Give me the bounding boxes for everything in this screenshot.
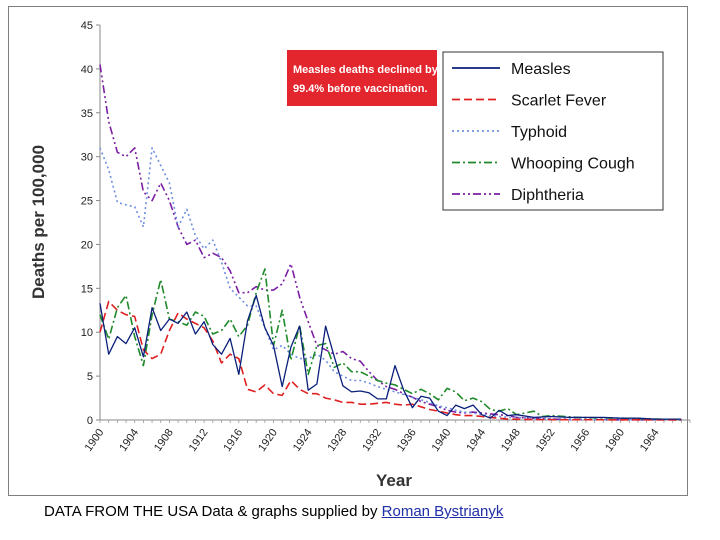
annotation-text-line-1: Measles deaths declined by: [293, 64, 439, 76]
x-tick-label: 1920: [256, 427, 280, 454]
legend-box: [442, 51, 664, 211]
footer: DATA FROM THE USA Data & graphs supplied…: [44, 503, 503, 520]
x-tick-label: 1948: [499, 427, 523, 454]
x-tick-label: 1908: [152, 427, 176, 454]
x-tick-label: 1924: [291, 427, 315, 454]
series-layer: [99, 64, 682, 421]
chart-frame: [8, 6, 688, 496]
x-tick-label: 1928: [326, 427, 350, 454]
x-axis-title: Year: [376, 471, 412, 490]
x-tick-label: 1944: [464, 427, 488, 454]
series-line-scarlet-fever: [99, 300, 682, 421]
x-tick-label: 1916: [221, 427, 245, 454]
series-line-typhoid: [99, 147, 682, 421]
y-tick-label: 5: [87, 371, 93, 383]
footer-prefix: DATA FROM THE USA: [44, 503, 198, 520]
x-tick-label: 1952: [534, 427, 558, 454]
y-tick-label: 35: [81, 108, 93, 120]
x-tick-label: 1932: [360, 427, 384, 454]
y-tick-label: 15: [81, 283, 93, 295]
y-tick-label: 0: [87, 415, 93, 427]
y-axis-title: Deaths per 100,000: [29, 145, 48, 299]
annotation-callout: Measles deaths declined by 99.4% before v…: [287, 50, 439, 106]
legend: Measles Scarlet Fever Typhoid Whooping Coug…: [442, 51, 664, 211]
series-line-measles: [99, 294, 682, 420]
x-tick-label: 1904: [117, 427, 141, 454]
y-tick-label: 25: [81, 196, 93, 208]
x-tick-label: 1936: [395, 427, 419, 454]
annotation-text-line-2: 99.4% before vaccination.: [293, 83, 428, 95]
y-tick-label: 10: [81, 327, 93, 339]
y-tick-label: 45: [81, 20, 93, 32]
x-tick-label: 1956: [568, 427, 592, 454]
x-tick-label: 1900: [83, 427, 107, 454]
legend-label: Diphtheria: [511, 187, 584, 204]
footer-credit: Data & graphs supplied by: [201, 503, 378, 520]
y-tick-label: 40: [81, 64, 93, 76]
x-tick-label: 1940: [430, 427, 454, 454]
legend-label: Whooping Cough: [511, 156, 635, 173]
annotation-box: [287, 50, 437, 106]
x-tick-label: 1960: [603, 427, 627, 454]
y-tick-label: 30: [81, 152, 93, 164]
legend-label: Measles: [511, 61, 571, 78]
legend-label: Scarlet Fever: [511, 93, 607, 110]
x-tick-label: 1964: [638, 427, 662, 454]
legend-label: Typhoid: [511, 124, 567, 141]
y-tick-label: 20: [81, 239, 93, 251]
author-link[interactable]: Roman Bystrianyk: [381, 503, 504, 520]
x-tick-label: 1912: [187, 427, 211, 454]
series-line-whooping-cough: [99, 268, 682, 421]
